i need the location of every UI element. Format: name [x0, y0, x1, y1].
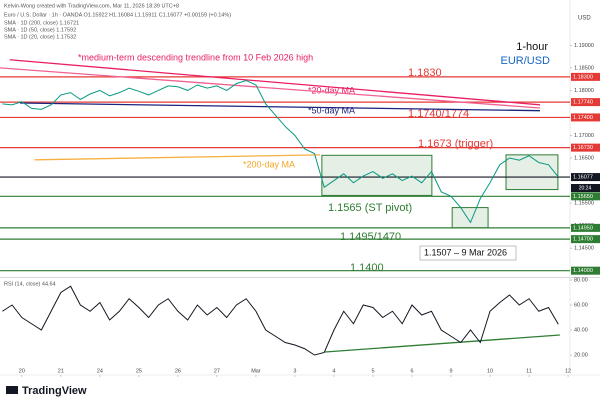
annotation-box — [419, 245, 517, 261]
symbol-info: Euro / U.S. Dollar · 1h · OANDA O1.15922… — [4, 12, 231, 18]
credit: Kelvin-Wong created with TradingView.com… — [4, 3, 179, 9]
annotation: 1.1507 – 9 Mar 2026 — [424, 247, 507, 257]
price-label: 1.17400 — [573, 115, 593, 121]
annotation: *200-day MA — [243, 159, 295, 169]
y-tick-label: 80.00 — [574, 277, 588, 283]
sma-info: SMA · 1D (20, close) 1.17532 — [4, 34, 76, 40]
price-label-box — [571, 223, 600, 232]
rsi-title: RSI (14, close) 44.64 — [4, 281, 56, 287]
x-tick-label: 26 — [175, 368, 181, 374]
x-tick-label: 3 — [293, 368, 296, 374]
price-label: 1.16077 — [573, 175, 593, 181]
y-tick-label: 20.00 — [574, 352, 588, 358]
x-tick-label: 9 — [449, 368, 452, 374]
series-line — [2, 285, 559, 356]
price-label: 1.14950 — [573, 225, 593, 231]
price-label: 1.14000 — [573, 268, 593, 274]
trend-line — [34, 154, 320, 161]
x-tick-label: 24 — [97, 368, 103, 374]
countdown-box — [571, 184, 600, 192]
series-line — [2, 79, 559, 224]
y-tick-label: 1.17000 — [574, 133, 594, 139]
brand: TradingView — [22, 385, 87, 397]
x-tick-label: 21 — [58, 368, 64, 374]
price-label: 1.15650 — [573, 194, 593, 200]
price-label: 1.18300 — [573, 74, 593, 80]
y-tick-label: 1.16500 — [574, 155, 594, 161]
x-tick-label: Mar — [251, 368, 261, 374]
annotation: 1.1495/1470 — [340, 231, 401, 243]
logo — [6, 386, 18, 394]
annotation: 1.1565 (ST pivot) — [328, 202, 412, 214]
trend-line — [0, 67, 541, 109]
price-label-box — [571, 235, 600, 244]
price-label-box — [571, 266, 600, 275]
y-tick-label: 1.19000 — [574, 43, 594, 49]
x-tick-label: 27 — [214, 368, 220, 374]
price-label: 1.16730 — [573, 145, 593, 151]
annotation: *medium-term descending trendline from 1… — [78, 52, 313, 62]
y-tick-label: 1.15500 — [574, 201, 594, 207]
x-tick-label: 10 — [487, 368, 493, 374]
price-label: 1.14700 — [573, 237, 593, 243]
zone-box — [451, 207, 489, 229]
price-label-box — [571, 173, 600, 182]
price-label-box — [571, 143, 600, 152]
x-tick-label: 5 — [371, 368, 374, 374]
annotation: 1.1673 (trigger) — [418, 138, 493, 150]
y-tick-label: 1.14500 — [574, 246, 594, 252]
y-tick-label: 40.00 — [574, 327, 588, 333]
zone-box — [505, 154, 559, 191]
price-label-box — [571, 192, 600, 201]
annotation: 1.1830 — [408, 67, 442, 79]
price-label-box — [571, 113, 600, 122]
trend-line — [19, 102, 540, 112]
sma-info: SMA · 1D (200, close) 1.16721 — [4, 20, 79, 26]
x-tick-label: 11 — [526, 368, 532, 374]
price-label: 1.17740 — [573, 100, 593, 106]
y-tick-label: 1.18000 — [574, 88, 594, 94]
zone-box — [321, 154, 433, 196]
axis-unit: USD — [578, 16, 591, 22]
x-tick-label: 25 — [136, 368, 142, 374]
price-label-box — [571, 98, 600, 107]
annotation: 1.1400 — [350, 262, 384, 274]
y-tick-label: 1.18500 — [574, 65, 594, 71]
x-tick-label: 6 — [410, 368, 413, 374]
annotation: *50-day MA — [308, 105, 355, 115]
y-tick-label: 60.00 — [574, 302, 588, 308]
x-tick-label: 20 — [19, 368, 25, 374]
countdown: 20:24 — [579, 185, 592, 191]
annotation: *20-day MA — [308, 85, 355, 95]
x-tick-label: 4 — [332, 368, 335, 374]
trend-line — [324, 334, 560, 353]
x-tick-label: 12 — [565, 368, 571, 374]
pair: EUR/USD — [500, 55, 550, 67]
price-label-box — [571, 72, 600, 81]
timeframe: 1-hour — [516, 41, 548, 53]
trend-line — [9, 59, 541, 106]
sma-info: SMA · 1D (50, close) 1.17592 — [4, 27, 76, 33]
